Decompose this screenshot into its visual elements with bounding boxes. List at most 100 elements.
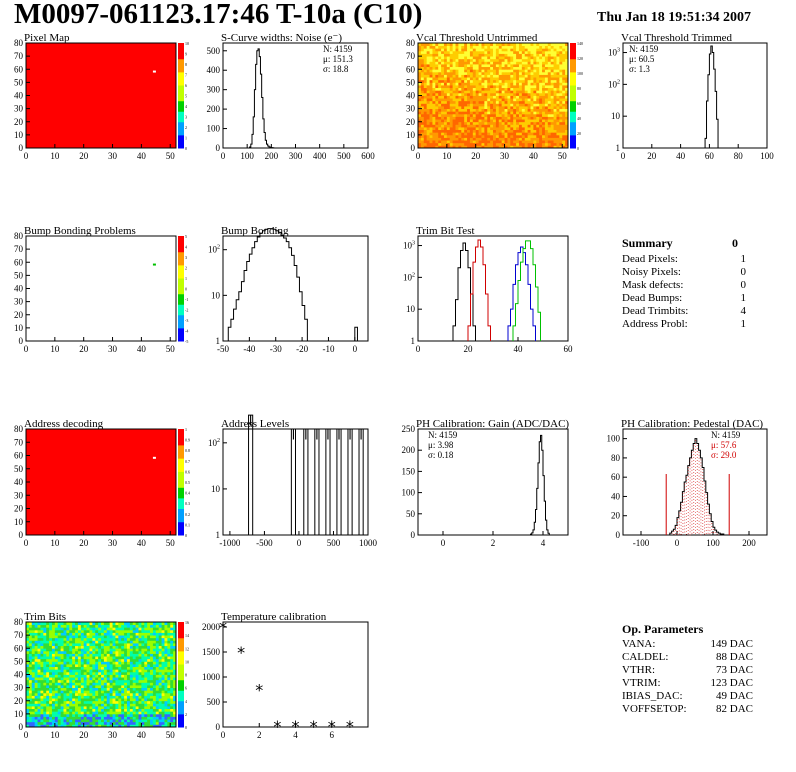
- heatmap-cell: [461, 100, 465, 104]
- heatmap-cell: [129, 682, 134, 686]
- y-tick-label: 102: [608, 79, 620, 89]
- heatmap-cell: [475, 43, 479, 47]
- heatmap-cell: [167, 706, 171, 710]
- heatmap-cell: [539, 85, 543, 89]
- heatmap-cell: [124, 653, 128, 657]
- heatmap-cell: [83, 690, 87, 694]
- heatmap-cell: [472, 50, 477, 54]
- heatmap-cell: [92, 658, 96, 662]
- heatmap-cell: [72, 674, 76, 678]
- heatmap-cell: [80, 629, 85, 633]
- heatmap-cell: [51, 658, 56, 662]
- heatmap-cell: [481, 64, 485, 68]
- heatmap-cell: [89, 687, 93, 691]
- heatmap-cell: [504, 129, 508, 133]
- x-tick-label: -500: [256, 538, 273, 548]
- heatmap-cell: [80, 669, 85, 673]
- heatmap-cell: [449, 58, 454, 62]
- heatmap-cell: [467, 108, 471, 112]
- heatmap-cell: [40, 706, 44, 710]
- heatmap-cell: [565, 90, 569, 94]
- heatmap-cell: [484, 98, 488, 102]
- heatmap-cell: [469, 77, 474, 81]
- heatmap-cell: [524, 137, 529, 141]
- heatmap-cell: [449, 145, 454, 149]
- colorbar-cell: [178, 106, 184, 110]
- heatmap-cell: [458, 82, 462, 86]
- heatmap-cell: [490, 140, 494, 144]
- colorbar-label: 40: [577, 116, 581, 121]
- colorbar-cell: [178, 278, 184, 282]
- heatmap-cell: [495, 132, 500, 136]
- heatmap-cell: [124, 671, 128, 675]
- heatmap-cell: [31, 629, 36, 633]
- heatmap-cell: [43, 661, 47, 665]
- colorbar-cell: [178, 119, 184, 123]
- heatmap-cell: [518, 132, 523, 136]
- heatmap-cell: [170, 629, 174, 633]
- heatmap-cell: [60, 682, 64, 686]
- heatmap-cell: [547, 64, 552, 68]
- heatmap-cell: [164, 690, 168, 694]
- heatmap-cell: [544, 92, 549, 96]
- heatmap-cell: [446, 124, 451, 128]
- heatmap-cell: [28, 698, 33, 702]
- heatmap-cell: [69, 629, 73, 633]
- heatmap-cell: [432, 48, 436, 52]
- heatmap-cell: [464, 145, 468, 149]
- heatmap-cell: [43, 640, 47, 644]
- heatmap-cell: [516, 108, 520, 112]
- heatmap-cell: [37, 711, 41, 715]
- heatmap-cell: [101, 706, 105, 710]
- heatmap-cell: [420, 98, 425, 102]
- colorbar-cell: [178, 492, 184, 496]
- heatmap-cell: [504, 95, 508, 99]
- heatmap-cell: [495, 66, 500, 70]
- heatmap-cell: [51, 669, 56, 673]
- heatmap-cell: [487, 103, 491, 107]
- heatmap-cell: [124, 716, 128, 720]
- y-tick-label: 30: [14, 104, 24, 114]
- colorbar-cell: [570, 111, 576, 115]
- heatmap-cell: [158, 690, 162, 694]
- heatmap-cell: [51, 674, 56, 678]
- x-tick-label: 20: [464, 344, 474, 354]
- heatmap-cell: [478, 103, 482, 107]
- heatmap-cell: [28, 640, 33, 644]
- heatmap-cell: [129, 677, 134, 681]
- heatmap-cell: [449, 90, 454, 94]
- heatmap-cell: [516, 111, 520, 115]
- heatmap-cell: [37, 679, 41, 683]
- heatmap-cell: [92, 664, 96, 668]
- heatmap-cell: [51, 648, 56, 652]
- heatmap-cell: [49, 708, 53, 712]
- x-tick-label: -50: [217, 344, 229, 354]
- heatmap-cell: [135, 629, 139, 633]
- heatmap-cell: [167, 721, 171, 725]
- heatmap-cell: [60, 653, 64, 657]
- heatmap-cell: [521, 111, 526, 115]
- heatmap-cell: [86, 661, 90, 665]
- heatmap-cell: [83, 692, 87, 696]
- heatmap-cell: [135, 698, 139, 702]
- heatmap-cell: [481, 121, 485, 125]
- heatmap-cell: [144, 677, 148, 681]
- heatmap-cell: [37, 724, 41, 728]
- heatmap-cell: [112, 677, 116, 681]
- heatmap-cell: [144, 682, 148, 686]
- heatmap-cell: [98, 719, 102, 723]
- heatmap-cell: [484, 85, 488, 89]
- heatmap-cell: [495, 90, 500, 94]
- heatmap-cell: [484, 56, 488, 60]
- heatmap-cell: [559, 129, 563, 133]
- heatmap-cell: [103, 695, 108, 699]
- heatmap-cell: [481, 103, 485, 107]
- heatmap-cell: [498, 121, 503, 125]
- heatmap-cell: [170, 687, 174, 691]
- heatmap-cell: [493, 103, 497, 107]
- heatmap-cell: [121, 650, 125, 654]
- heatmap-cell: [98, 648, 102, 652]
- heatmap-cell: [429, 108, 433, 112]
- heatmap-cell: [438, 48, 442, 52]
- heatmap-cell: [46, 700, 50, 704]
